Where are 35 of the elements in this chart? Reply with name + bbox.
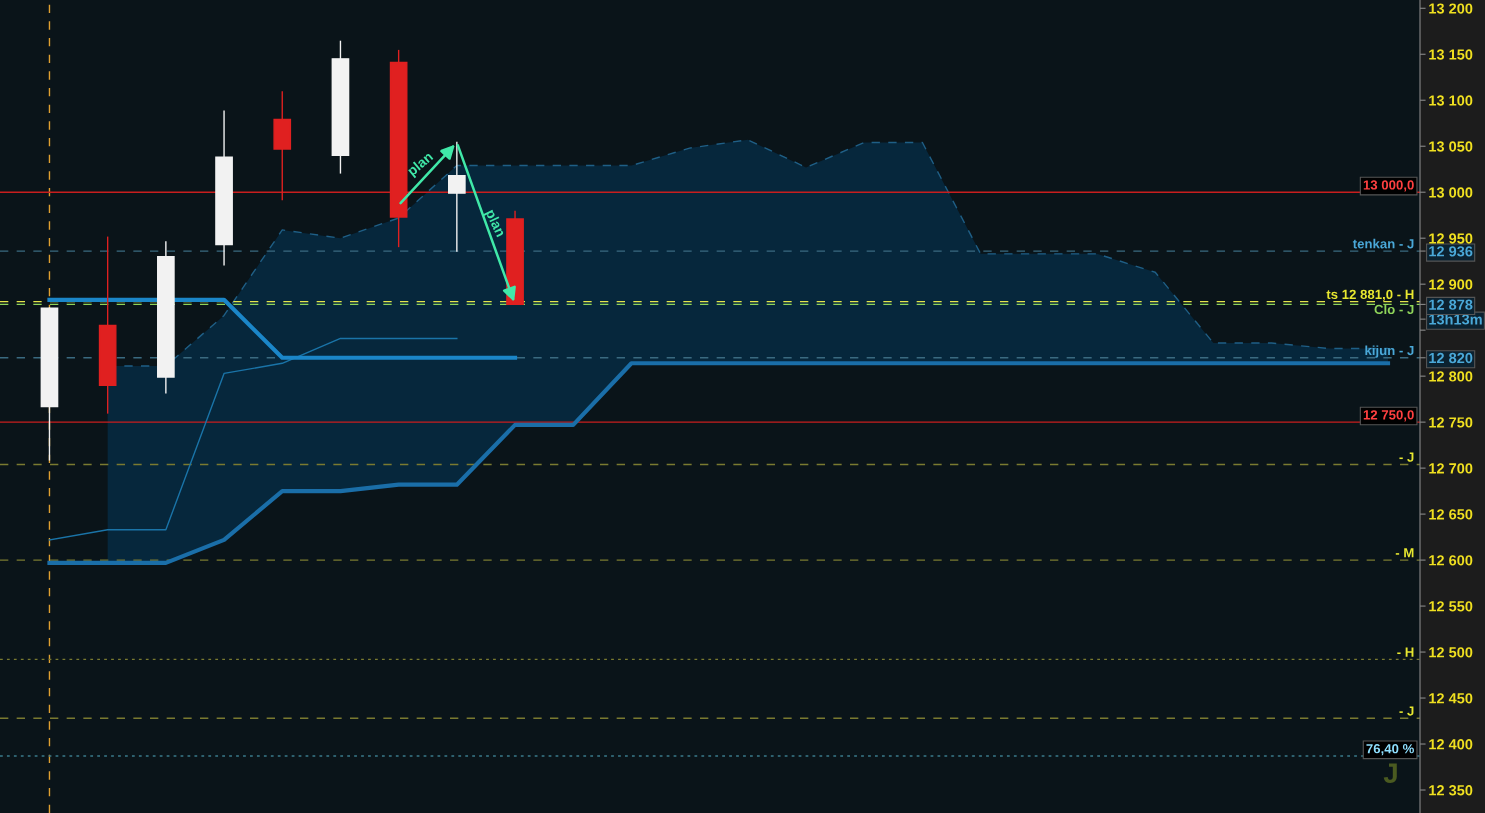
ref-line-label: - H bbox=[1397, 647, 1414, 657]
y-tick-label: 12 950 bbox=[1429, 233, 1473, 244]
y-tick-label: 13h13m bbox=[1429, 313, 1482, 325]
y-tick-label: 12 900 bbox=[1429, 279, 1473, 290]
y-tick-label: 12 600 bbox=[1429, 555, 1473, 566]
ref-line-label: 12 750,0 bbox=[1363, 410, 1414, 422]
annotation: plan bbox=[483, 208, 507, 239]
ref-line-label: - M bbox=[1395, 548, 1414, 558]
y-tick-label: 12 450 bbox=[1429, 693, 1473, 704]
y-tick-label: 13 050 bbox=[1429, 141, 1473, 152]
y-tick-label: 13 150 bbox=[1429, 49, 1473, 60]
y-tick-label: 13 000 bbox=[1429, 187, 1473, 198]
y-tick-label: 12 700 bbox=[1429, 463, 1473, 474]
ref-line-label: - J bbox=[1399, 452, 1414, 462]
y-tick-label: 12 878 bbox=[1429, 299, 1473, 310]
y-tick-label: 12 800 bbox=[1429, 371, 1473, 382]
y-tick-label: 12 936 bbox=[1429, 246, 1473, 257]
y-tick-label: 13 100 bbox=[1429, 95, 1473, 106]
y-tick-label: 13 200 bbox=[1429, 3, 1473, 14]
y-tick-label: 12 750 bbox=[1429, 417, 1473, 428]
annotation: J bbox=[1383, 763, 1397, 783]
y-tick-label: 12 650 bbox=[1429, 509, 1473, 520]
ref-line-label: 13 000,0 bbox=[1363, 180, 1414, 192]
y-tick-label: 12 400 bbox=[1429, 739, 1473, 750]
line-series bbox=[48, 337, 458, 541]
ref-line-label: ts 12 881,0 - H bbox=[1326, 289, 1414, 301]
y-tick-label: 12 350 bbox=[1429, 785, 1473, 796]
ref-line-label: Clo - J bbox=[1374, 304, 1414, 315]
y-tick-label: 12 820 bbox=[1429, 352, 1473, 364]
y-tick-label: 12 550 bbox=[1429, 601, 1473, 612]
ref-line-label: kijun - J bbox=[1365, 345, 1414, 358]
ref-line-label: - J bbox=[1399, 706, 1414, 716]
y-tick-label: 12 500 bbox=[1429, 647, 1473, 658]
ref-line-label: tenkan - J bbox=[1352, 238, 1414, 249]
annotation: 76,40 % bbox=[1366, 744, 1414, 756]
